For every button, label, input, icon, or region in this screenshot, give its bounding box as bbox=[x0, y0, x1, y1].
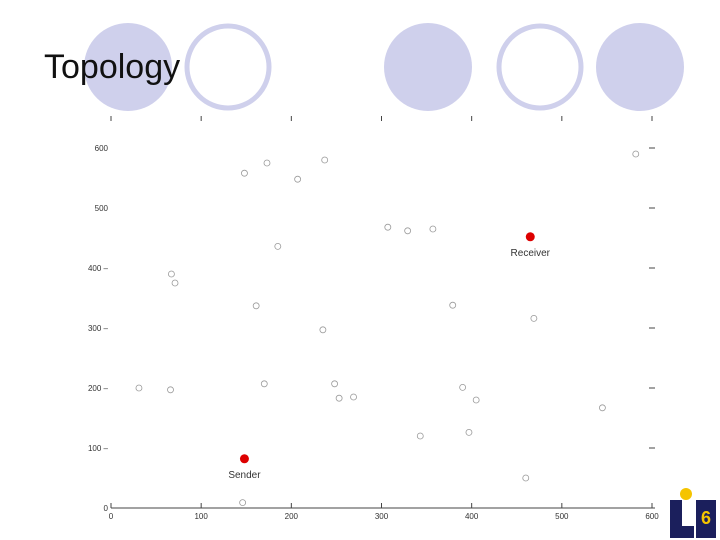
y-tick-label: 200 – bbox=[88, 384, 109, 393]
x-tick-label: 500 bbox=[555, 512, 569, 521]
node-point bbox=[384, 223, 392, 231]
logo-block bbox=[696, 500, 716, 538]
node-point bbox=[465, 428, 473, 436]
node-point bbox=[459, 383, 467, 391]
y-tick-label: 300 – bbox=[88, 324, 109, 333]
y-tick-label: 100 – bbox=[88, 444, 109, 453]
topology-scatter-chart: 0 100 200 300 400 500 600 0 100 – 200 – 300 – 400 –… bbox=[88, 116, 659, 521]
node-point bbox=[472, 396, 480, 404]
x-tick-label: 600 bbox=[645, 512, 659, 521]
slide-title: Topology bbox=[44, 48, 181, 86]
y-tick-label: 0 bbox=[104, 504, 109, 513]
node-point bbox=[167, 386, 174, 394]
logo-dot bbox=[680, 488, 692, 500]
node-point bbox=[168, 270, 175, 278]
node-point bbox=[350, 393, 357, 401]
node-point bbox=[335, 394, 343, 402]
y-tick-label: 500 bbox=[95, 204, 109, 213]
node-point bbox=[294, 175, 302, 183]
node-point bbox=[632, 150, 640, 158]
logo-l-shape bbox=[670, 500, 694, 538]
deco-circle-3 bbox=[384, 23, 472, 111]
node-point bbox=[429, 225, 437, 233]
node-point bbox=[599, 404, 606, 412]
y-tick-label: 400 – bbox=[88, 264, 109, 273]
deco-circle-5 bbox=[596, 23, 684, 111]
node-point bbox=[135, 384, 143, 392]
logo-number: 6 bbox=[701, 508, 711, 528]
y-tick-label: 600 bbox=[95, 144, 109, 153]
node-point bbox=[319, 326, 327, 334]
node-point bbox=[274, 242, 282, 250]
node-point bbox=[404, 227, 412, 235]
node-point bbox=[260, 380, 268, 388]
node-point bbox=[331, 380, 339, 388]
node-point bbox=[263, 159, 271, 167]
lip6-logo: 6 bbox=[670, 488, 716, 538]
node-point bbox=[416, 432, 424, 440]
sender-point bbox=[239, 454, 249, 464]
deco-ring-2 bbox=[184, 23, 272, 111]
node-point bbox=[171, 279, 179, 287]
x-tick-label: 400 bbox=[465, 512, 479, 521]
node-point bbox=[252, 302, 260, 310]
x-tick-label: 100 bbox=[194, 512, 208, 521]
deco-ring-4 bbox=[496, 23, 584, 111]
node-point bbox=[321, 156, 329, 164]
node-point bbox=[241, 169, 248, 177]
x-tick-label: 200 bbox=[285, 512, 299, 521]
receiver-point bbox=[525, 232, 535, 242]
x-tick-label: 300 bbox=[375, 512, 389, 521]
node-point bbox=[239, 499, 247, 507]
node-point bbox=[449, 301, 457, 309]
receiver-label: Receiver bbox=[511, 248, 551, 259]
x-tick-label: 0 bbox=[109, 512, 114, 521]
sender-label: Sender bbox=[228, 470, 261, 481]
node-point bbox=[530, 314, 538, 322]
deco-circle-1 bbox=[84, 23, 172, 111]
node-point bbox=[522, 474, 530, 482]
decorative-circles bbox=[84, 23, 684, 111]
